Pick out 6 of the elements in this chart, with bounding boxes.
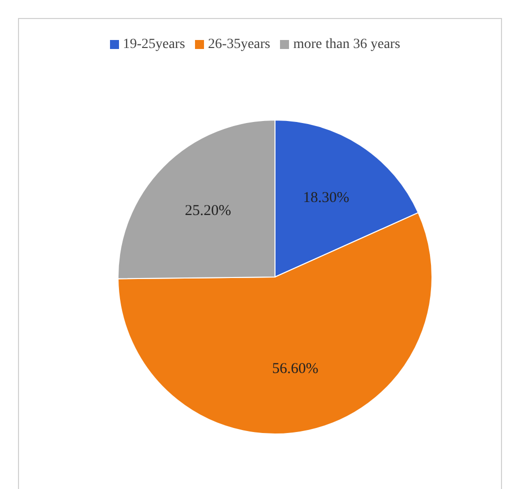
legend-label: 19-25years [122,37,186,52]
data-label: 18.30% [303,190,350,206]
data-label: 56.60% [272,361,318,377]
legend-label: more than 36 years [293,37,400,52]
data-label: 25.20% [184,202,232,219]
legend-label: 26-35years [208,37,270,52]
